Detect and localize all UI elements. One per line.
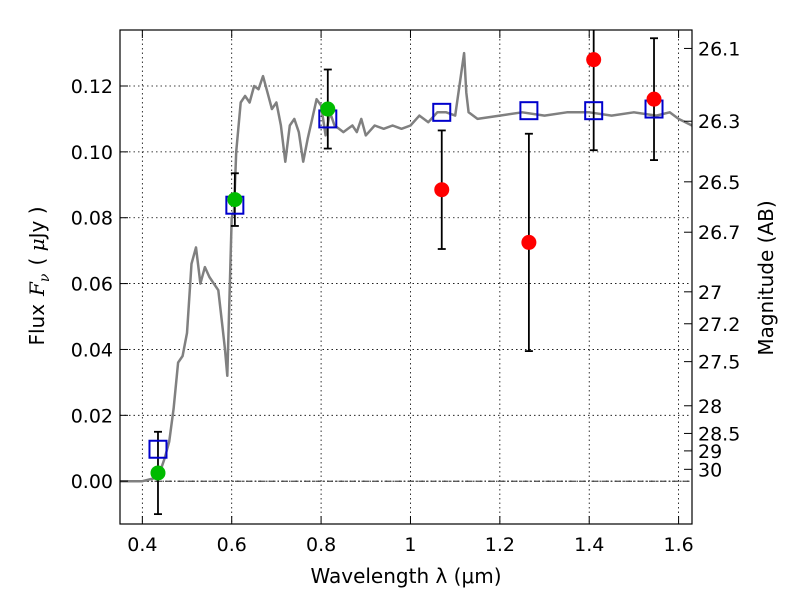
model-sed-line [120, 51, 693, 483]
nondetection-point [586, 52, 602, 68]
axis-ticks [120, 30, 692, 524]
magnitude-tick-label: 27.2 [698, 314, 740, 336]
y-axis-label-symbol: F [25, 281, 49, 297]
x-tick-label: 0.8 [306, 534, 336, 556]
magnitude-tick-label: 30 [698, 459, 722, 481]
y-axis-label: Flux Fν ( μJy ) [25, 206, 53, 345]
plot-frame [119, 29, 693, 525]
detection-point [227, 192, 243, 208]
y-axis-label-unit: Jy ) [25, 206, 49, 240]
magnitude-tick-label: 27.5 [698, 352, 740, 374]
y-tick-label: 0.00 [71, 471, 113, 493]
nondetection-point [434, 182, 450, 198]
x-tick-label: 1.4 [574, 534, 604, 556]
x-tick-label: 1.6 [663, 534, 693, 556]
x-tick-label: 0.6 [217, 534, 247, 556]
x-tick-label: 1.2 [485, 534, 515, 556]
detection-point [150, 465, 166, 481]
model-flux-square [432, 102, 452, 122]
detection-point [320, 101, 336, 117]
y-axis-label-subscript: ν [37, 273, 53, 282]
magnitude-tick-label: 29 [698, 441, 722, 463]
nondetection-point [646, 91, 662, 107]
x-axis-label: Wavelength λ (μm) [310, 564, 501, 588]
magnitude-tick-label: 28 [698, 396, 722, 418]
y-axis-label-prefix: Flux [25, 304, 49, 346]
model-flux-square [584, 101, 604, 121]
y-tick-label: 0.10 [71, 142, 113, 164]
model-flux-square [148, 439, 168, 459]
y-axis-label-mu: μ [25, 238, 49, 251]
nondetection-point [521, 234, 537, 250]
magnitude-tick-label: 26.5 [698, 172, 740, 194]
x-tick-label: 0.4 [127, 534, 157, 556]
model-flux-square [519, 101, 539, 121]
magnitude-tick-label: 26.7 [698, 222, 740, 244]
magnitude-axis-label: Magnitude (AB) [754, 200, 778, 355]
magnitude-tick-label: 27 [698, 282, 722, 304]
magnitude-tick-label: 28.5 [698, 423, 740, 445]
y-tick-label: 0.02 [71, 405, 113, 427]
measured-points [150, 52, 662, 481]
magnitude-tick-label: 26.3 [698, 111, 740, 133]
model-sed-layer [120, 51, 693, 483]
y-axis-label-open: ( [25, 251, 49, 265]
y-tick-label: 0.04 [71, 339, 113, 361]
model-flux-squares [148, 99, 664, 459]
tick-labels: 0.4 0.6 0.8 1 1.2 1.4 1.6 0.00 0.02 0.04 0.06 0.08 0… [71, 38, 741, 556]
x-tick-label: 1 [404, 534, 416, 556]
y-tick-label: 0.12 [71, 76, 113, 98]
y-tick-label: 0.08 [71, 208, 113, 230]
y-tick-label: 0.06 [71, 274, 113, 296]
magnitude-tick-label: 26.1 [698, 38, 740, 60]
